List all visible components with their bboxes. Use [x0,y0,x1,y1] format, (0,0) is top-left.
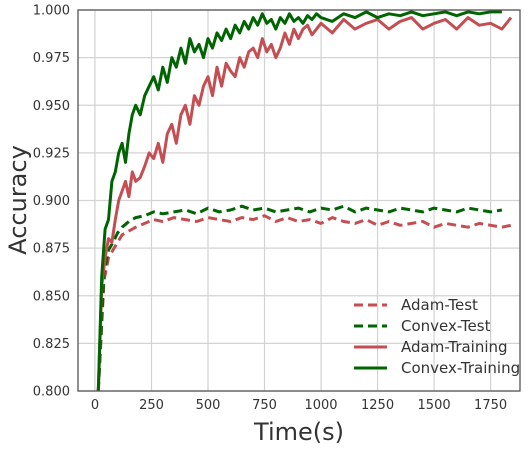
x-tick-label: 0 [91,398,99,413]
series-line-adam-test [96,214,512,391]
legend-label: Adam-Training [401,338,508,356]
y-tick-label: 1.000 [33,4,70,19]
x-tick-label: 750 [252,398,277,413]
y-tick-label: 0.925 [33,146,70,161]
legend: Adam-Test Convex-Test Adam-Training Convex-… [354,296,520,377]
y-tick-label: 0.850 [33,289,70,304]
x-tick-label: 1750 [474,398,507,413]
x-tick-label: 250 [139,398,164,413]
plot-frame [77,9,521,392]
x-tick-label: 500 [196,398,221,413]
x-tick-label: 1500 [418,398,451,413]
series-line-convex-training [96,10,502,391]
series-line-adam-training [96,16,513,391]
y-tick-label: 0.975 [33,51,70,66]
series-line-convex-test [96,204,503,391]
y-tick-label: 0.900 [33,194,70,209]
legend-label: Convex-Test [401,317,491,335]
legend-label: Adam-Test [401,296,478,314]
x-axis-title: Time(s) [253,418,344,446]
y-axis-ticks: 0.800 0.825 0.850 0.875 0.900 0.925 0.950 0.975… [33,4,70,400]
y-tick-label: 0.950 [33,99,70,114]
y-tick-label: 0.800 [33,385,70,400]
y-tick-label: 0.825 [33,337,70,352]
legend-label: Convex-Training [401,359,520,377]
x-tick-label: 1000 [304,398,337,413]
y-tick-label: 0.875 [33,242,70,257]
series-group [96,10,513,391]
x-axis-ticks: 0 250 500 750 1000 1250 1500 1750 [91,398,507,413]
x-tick-label: 1250 [361,398,394,413]
y-axis-title: Accuracy [4,145,32,255]
